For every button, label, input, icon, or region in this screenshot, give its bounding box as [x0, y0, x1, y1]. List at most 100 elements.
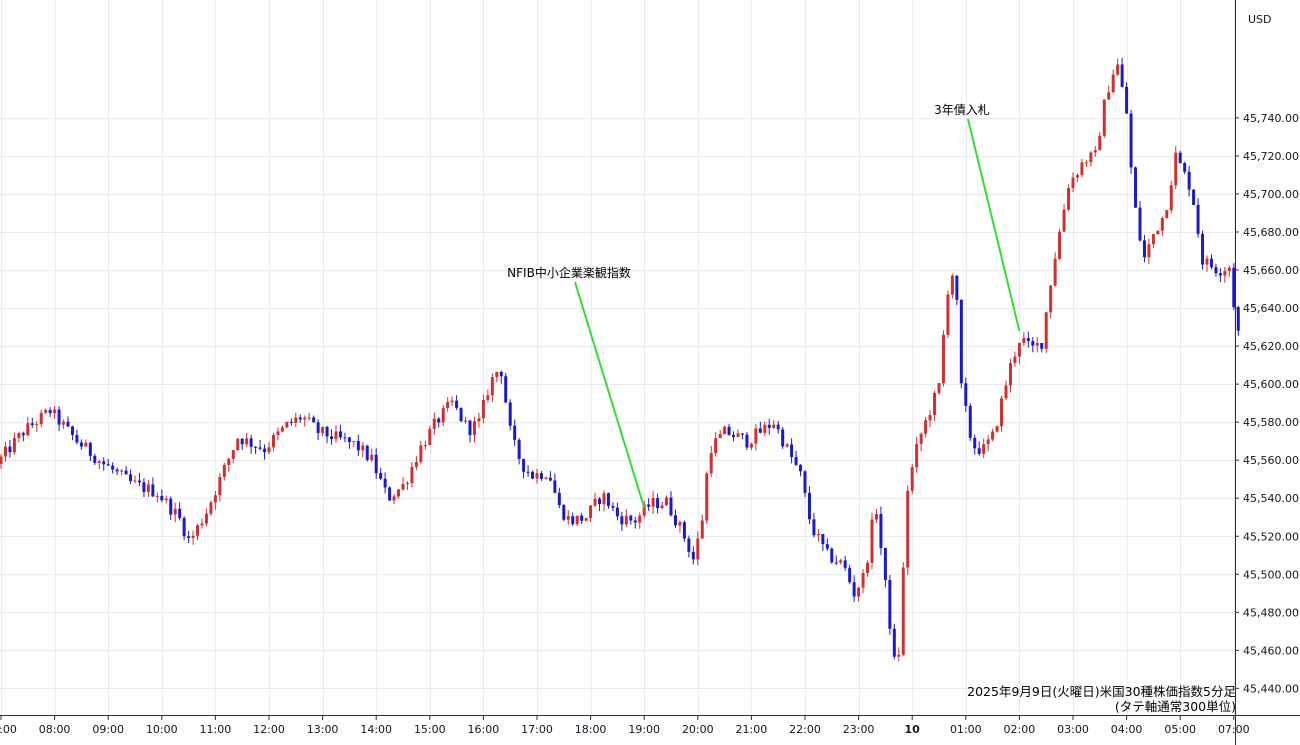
candle-down	[379, 467, 383, 481]
candle-down	[629, 514, 633, 525]
candle-up	[866, 560, 870, 577]
price-axis[interactable]: 45,440.00 45,460.00 45,480.00 45,500.00 45,5…	[1235, 112, 1299, 695]
candle-up	[1165, 210, 1169, 219]
time-tick-label: 10:00	[146, 723, 178, 736]
candle-down	[258, 439, 262, 451]
candle-up	[1151, 233, 1155, 249]
candle-up	[414, 455, 418, 471]
time-tick-label: 15:00	[414, 723, 446, 736]
candle-down	[633, 516, 637, 529]
candle-up	[937, 382, 941, 395]
candle-down	[437, 417, 441, 428]
candle-down	[30, 417, 34, 428]
candle-up	[642, 500, 646, 519]
candle-up	[285, 421, 289, 429]
candle-down	[365, 444, 369, 462]
candle-up	[1062, 204, 1066, 232]
candle-down	[325, 425, 329, 444]
candle-up	[1044, 311, 1048, 353]
candle-up	[991, 428, 995, 442]
candle-up	[441, 404, 445, 427]
candle-up	[222, 462, 226, 481]
candle-up	[602, 490, 606, 512]
candle-down	[8, 439, 12, 458]
candle-up	[575, 515, 579, 527]
time-tick-label: 07:00	[1218, 723, 1250, 736]
candle-down	[615, 502, 619, 521]
candle-down	[888, 575, 892, 635]
candle-down	[968, 403, 972, 441]
candle-down	[647, 498, 651, 511]
candle-down	[606, 492, 610, 509]
candle-up	[1111, 69, 1115, 93]
candle-up	[1000, 396, 1004, 432]
price-tick-label: 45,440.00	[1243, 682, 1299, 695]
candle-down	[88, 441, 92, 461]
candle-up	[200, 518, 204, 529]
candle-up	[1067, 184, 1071, 212]
candle-up	[1223, 266, 1227, 283]
candle-up	[419, 440, 423, 465]
candle-down	[316, 419, 320, 441]
candle-up	[660, 501, 664, 510]
price-tick-label: 45,720.00	[1243, 150, 1299, 163]
candle-up	[120, 469, 124, 476]
candle-down	[522, 458, 526, 479]
chart-caption-line1: 2025年9月9日(火曜日)米国30種株価指数5分足	[967, 684, 1236, 699]
time-axis[interactable]: 07:00 08:00 09:00 10:00 11:00 12:00 13:00 14:00…	[0, 715, 1250, 736]
candle-up	[276, 427, 280, 441]
candle-up	[303, 415, 307, 427]
candle-down	[799, 464, 803, 477]
annotation-line	[574, 281, 646, 509]
candle-up	[736, 429, 740, 437]
candle-down	[187, 530, 191, 544]
candle-up	[870, 512, 874, 569]
candle-up	[593, 492, 597, 508]
candle-up	[12, 432, 16, 455]
candle-down	[758, 421, 762, 434]
candle-up	[589, 504, 593, 523]
candle-up	[986, 435, 990, 452]
candle-down	[1142, 234, 1146, 263]
candle-up	[1116, 58, 1120, 76]
candle-up	[749, 442, 753, 450]
candle-up	[477, 412, 481, 428]
candle-down	[1192, 189, 1196, 206]
candle-up	[839, 558, 843, 565]
candle-up	[816, 528, 820, 542]
time-tick-label: 05:00	[1164, 723, 1196, 736]
candle-down	[249, 434, 253, 454]
candle-down	[1138, 201, 1142, 242]
candle-up	[696, 531, 700, 566]
price-tick-label: 45,540.00	[1243, 492, 1299, 505]
currency-label: USD	[1248, 13, 1272, 26]
candle-up	[910, 464, 914, 495]
candle-down	[531, 470, 535, 480]
candle-down	[1125, 82, 1129, 114]
candle-down	[781, 426, 785, 449]
candle-up	[294, 412, 298, 428]
candle-down	[137, 472, 141, 487]
candle-up	[196, 524, 200, 541]
price-tick-label: 45,620.00	[1243, 340, 1299, 353]
time-tick-label: 09:00	[92, 723, 124, 736]
candle-up	[410, 462, 414, 488]
candle-up	[906, 485, 910, 575]
candle-up	[1022, 332, 1026, 347]
candle-up	[995, 425, 999, 433]
price-tick-label: 45,520.00	[1243, 530, 1299, 543]
candle-down	[388, 486, 392, 502]
candle-down	[611, 502, 615, 512]
candle-up	[1004, 380, 1008, 401]
time-tick-label: 14:00	[360, 723, 392, 736]
candle-down	[124, 465, 128, 475]
time-tick-label: 12:00	[253, 723, 285, 736]
candle-down	[459, 407, 463, 423]
candle-up	[705, 471, 709, 524]
time-tick-label: 13:00	[307, 723, 339, 736]
price-tick-label: 45,680.00	[1243, 226, 1299, 239]
candle-down	[803, 470, 807, 498]
candle-up	[1080, 158, 1084, 178]
candle-up	[146, 480, 150, 498]
